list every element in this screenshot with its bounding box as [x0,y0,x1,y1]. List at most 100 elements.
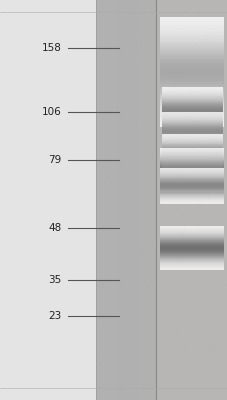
FancyBboxPatch shape [159,42,223,44]
FancyBboxPatch shape [161,160,222,161]
FancyBboxPatch shape [161,92,222,93]
FancyBboxPatch shape [159,88,223,90]
FancyBboxPatch shape [161,148,222,149]
FancyBboxPatch shape [159,54,223,56]
FancyBboxPatch shape [159,102,223,103]
FancyBboxPatch shape [161,123,222,124]
FancyBboxPatch shape [159,57,223,59]
FancyBboxPatch shape [160,149,223,150]
FancyBboxPatch shape [161,135,222,136]
FancyBboxPatch shape [160,194,223,195]
FancyBboxPatch shape [159,256,223,257]
FancyBboxPatch shape [160,150,223,151]
FancyBboxPatch shape [161,125,222,126]
FancyBboxPatch shape [161,147,222,148]
FancyBboxPatch shape [160,192,223,193]
FancyBboxPatch shape [160,185,223,186]
FancyBboxPatch shape [161,126,222,127]
FancyBboxPatch shape [0,0,95,400]
FancyBboxPatch shape [159,22,223,24]
FancyBboxPatch shape [160,151,223,152]
FancyBboxPatch shape [159,46,223,48]
FancyBboxPatch shape [159,240,223,241]
FancyBboxPatch shape [161,117,222,118]
FancyBboxPatch shape [161,138,222,139]
FancyBboxPatch shape [161,94,222,95]
FancyBboxPatch shape [159,20,223,21]
FancyBboxPatch shape [160,155,223,156]
FancyBboxPatch shape [161,119,222,120]
FancyBboxPatch shape [161,121,222,122]
FancyBboxPatch shape [160,186,223,187]
FancyBboxPatch shape [160,167,223,168]
FancyBboxPatch shape [159,99,223,100]
FancyBboxPatch shape [159,76,223,77]
FancyBboxPatch shape [159,255,223,256]
FancyBboxPatch shape [161,136,222,137]
FancyBboxPatch shape [161,101,222,102]
FancyBboxPatch shape [161,109,222,110]
FancyBboxPatch shape [160,190,223,191]
FancyBboxPatch shape [160,170,223,171]
FancyBboxPatch shape [159,237,223,238]
FancyBboxPatch shape [159,39,223,41]
FancyBboxPatch shape [159,59,223,60]
FancyBboxPatch shape [161,137,222,138]
FancyBboxPatch shape [161,108,222,109]
FancyBboxPatch shape [161,96,222,97]
FancyBboxPatch shape [159,94,223,95]
FancyBboxPatch shape [159,38,223,39]
FancyBboxPatch shape [160,182,223,183]
FancyBboxPatch shape [159,24,223,25]
FancyBboxPatch shape [159,96,223,98]
FancyBboxPatch shape [160,179,223,180]
FancyBboxPatch shape [159,247,223,248]
FancyBboxPatch shape [159,239,223,240]
FancyBboxPatch shape [159,264,223,265]
FancyBboxPatch shape [160,202,223,203]
FancyBboxPatch shape [159,49,223,50]
FancyBboxPatch shape [160,182,223,183]
FancyBboxPatch shape [159,233,223,234]
FancyBboxPatch shape [161,169,222,170]
FancyBboxPatch shape [160,169,223,170]
FancyBboxPatch shape [160,195,223,196]
FancyBboxPatch shape [159,114,223,116]
FancyBboxPatch shape [159,71,223,73]
FancyBboxPatch shape [161,136,222,137]
FancyBboxPatch shape [159,246,223,247]
FancyBboxPatch shape [161,134,222,135]
FancyBboxPatch shape [159,242,223,243]
FancyBboxPatch shape [161,132,222,133]
FancyBboxPatch shape [160,191,223,192]
FancyBboxPatch shape [161,135,222,136]
FancyBboxPatch shape [159,259,223,260]
FancyBboxPatch shape [159,91,223,92]
FancyBboxPatch shape [161,118,222,119]
FancyBboxPatch shape [159,257,223,258]
FancyBboxPatch shape [161,164,222,165]
FancyBboxPatch shape [161,150,222,151]
FancyBboxPatch shape [161,127,222,128]
FancyBboxPatch shape [160,171,223,172]
FancyBboxPatch shape [160,188,223,189]
FancyBboxPatch shape [160,172,223,173]
FancyBboxPatch shape [161,89,222,90]
FancyBboxPatch shape [159,116,223,117]
FancyBboxPatch shape [160,170,223,171]
FancyBboxPatch shape [160,158,223,159]
FancyBboxPatch shape [159,105,223,106]
FancyBboxPatch shape [160,160,223,161]
FancyBboxPatch shape [160,171,223,172]
FancyBboxPatch shape [159,77,223,78]
FancyBboxPatch shape [161,139,222,140]
FancyBboxPatch shape [161,134,222,135]
FancyBboxPatch shape [161,131,222,132]
FancyBboxPatch shape [160,175,223,176]
FancyBboxPatch shape [161,107,222,108]
FancyBboxPatch shape [161,139,222,140]
FancyBboxPatch shape [161,116,222,117]
FancyBboxPatch shape [161,163,222,164]
FancyBboxPatch shape [160,185,223,186]
FancyBboxPatch shape [160,173,223,174]
